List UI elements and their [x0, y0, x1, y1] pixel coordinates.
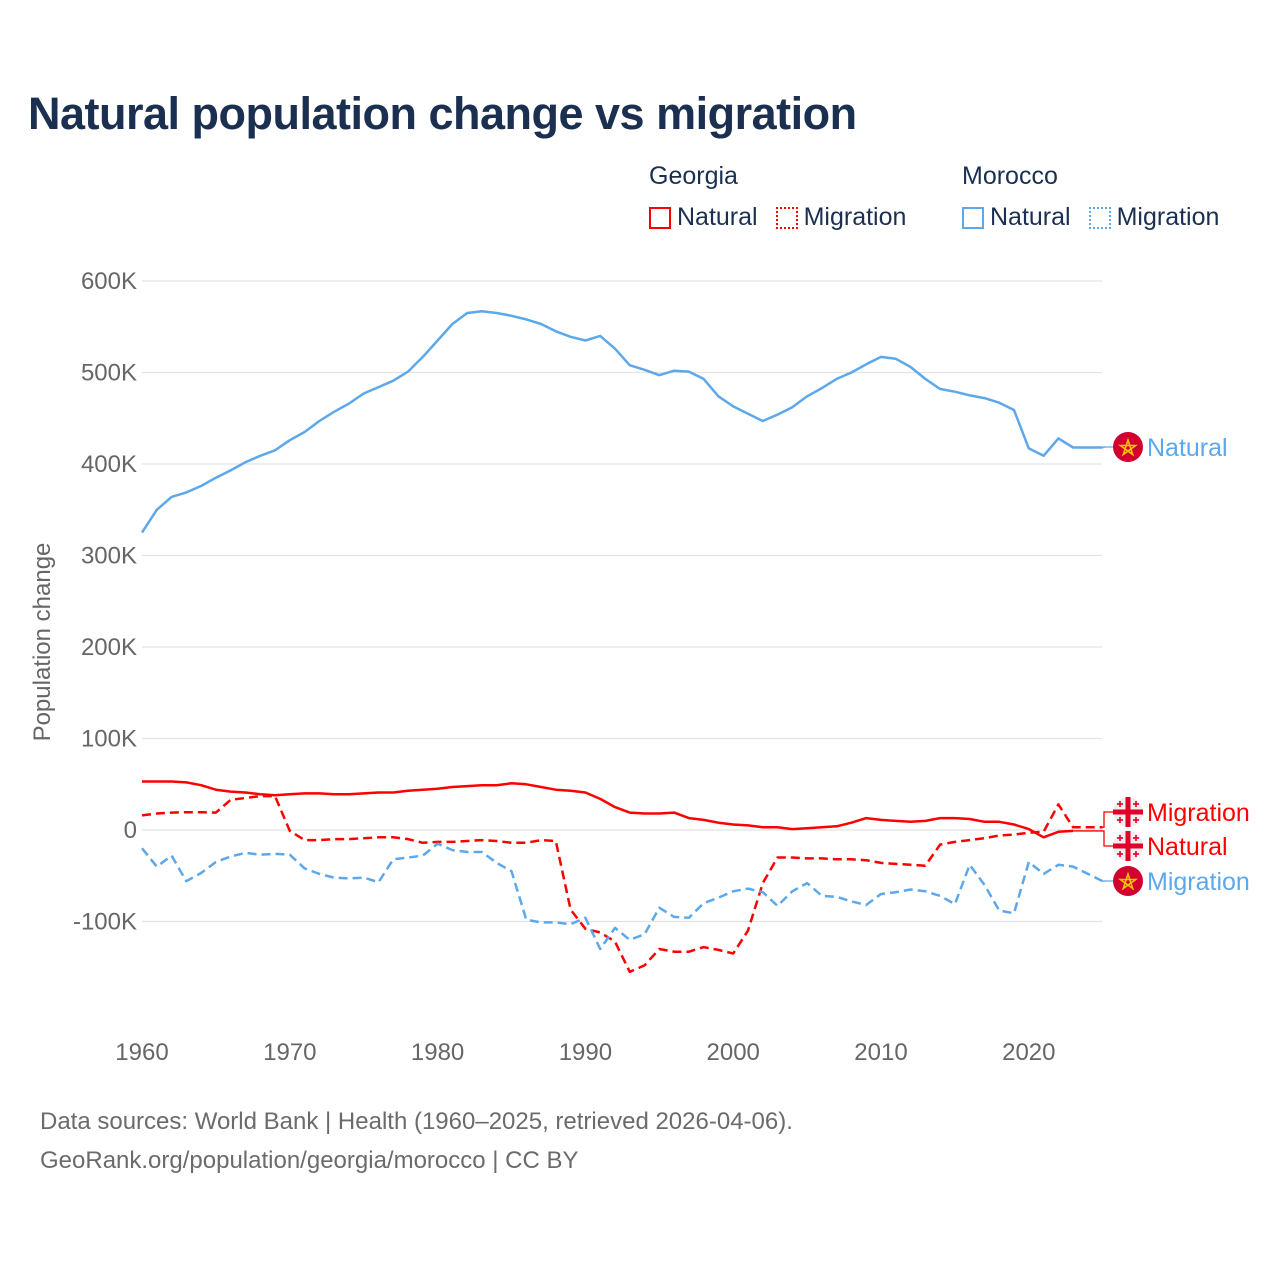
label-connector	[1102, 446, 1114, 449]
series-end-label: Migration	[1147, 868, 1250, 896]
y-axis-label: Population change	[29, 543, 56, 742]
y-tick-label: 200K	[81, 634, 137, 661]
footer-source: Data sources: World Bank | Health (1960–…	[40, 1108, 793, 1135]
series-end-label: Natural	[1147, 833, 1228, 861]
legend-item-georgia-natural[interactable]: Natural	[649, 203, 758, 232]
x-tick-label: 1970	[263, 1039, 316, 1066]
x-tick-label: 1960	[115, 1039, 168, 1066]
georgia-flag-icon	[1113, 831, 1143, 861]
morocco-flag-icon	[1113, 866, 1143, 896]
y-tick-label: 300K	[81, 543, 137, 570]
footer-link[interactable]: GeoRank.org/population/georgia/morocco |…	[40, 1147, 579, 1174]
series-end-label: Migration	[1147, 799, 1250, 827]
georgia-flag-icon	[1113, 797, 1143, 827]
morocco-flag-icon	[1113, 432, 1143, 462]
y-tick-label: 0	[124, 817, 137, 844]
chart-title: Natural population change vs migration	[28, 88, 857, 139]
legend-swatch-dotted	[775, 206, 798, 229]
x-tick-label: 2010	[854, 1039, 907, 1066]
legend-item-morocco-natural[interactable]: Natural	[962, 203, 1071, 232]
y-tick-label: -100K	[73, 909, 137, 936]
series-line-georgia-migration	[141, 794, 1103, 974]
x-tick-label: 1980	[411, 1039, 464, 1066]
x-tick-label: 1990	[559, 1039, 612, 1066]
legend-label: Migration	[803, 203, 907, 231]
series-end-label: Natural	[1147, 434, 1228, 462]
legend-swatch-solid	[649, 206, 671, 229]
series-line-morocco-natural	[140, 309, 1103, 534]
legend-group-title: Morocco	[962, 162, 1058, 190]
x-tick-label: 2000	[707, 1039, 760, 1066]
label-connector	[1102, 811, 1114, 828]
series-line-georgia-natural	[142, 780, 1074, 839]
legend-georgia: Georgia Natural Migration	[649, 162, 906, 232]
label-connector	[1073, 830, 1114, 847]
legend-swatch-dotted	[1088, 206, 1111, 229]
y-tick-label: 500K	[81, 360, 137, 387]
legend-label: Natural	[677, 203, 758, 231]
series-line-morocco-migration	[141, 842, 1104, 951]
y-tick-label: 400K	[81, 451, 137, 478]
legend-label: Migration	[1116, 203, 1220, 231]
legend-item-morocco-migration[interactable]: Migration	[1088, 203, 1220, 232]
legend-label: Natural	[990, 203, 1071, 231]
legend-item-georgia-migration[interactable]: Migration	[775, 203, 907, 232]
x-tick-label: 2020	[1002, 1039, 1055, 1066]
legend-morocco: Morocco Natural Migration	[962, 162, 1219, 232]
y-tick-label: 100K	[81, 726, 137, 753]
legend-group-title: Georgia	[649, 162, 738, 190]
y-tick-label: 600K	[81, 268, 137, 295]
legend-swatch-solid	[962, 206, 984, 229]
